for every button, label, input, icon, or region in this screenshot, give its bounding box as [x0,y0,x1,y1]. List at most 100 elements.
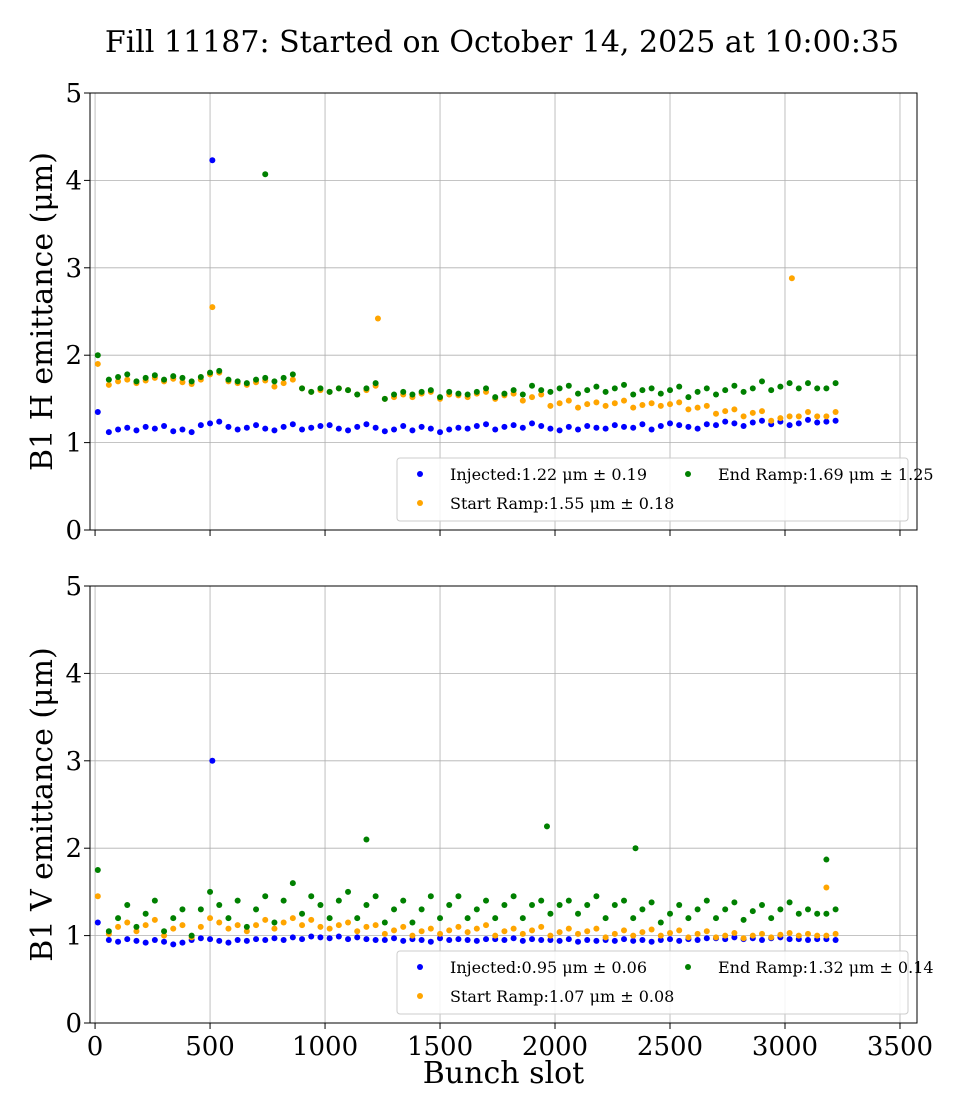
data-point [657,422,664,429]
data-point [565,936,572,943]
data-point [777,415,784,422]
data-point [115,923,122,930]
data-point [657,932,664,939]
data-point [832,906,839,913]
data-point [777,931,784,938]
legend-box [396,457,909,522]
data-point [584,387,591,394]
data-point [602,388,609,395]
y-tick-label: 2 [65,341,82,371]
data-point [703,935,710,942]
data-point [335,897,342,904]
data-point [584,422,591,429]
data-point [611,902,618,909]
data-point [483,897,490,904]
data-point [657,919,664,926]
data-point [94,360,101,367]
data-point [326,388,333,395]
data-point [712,934,719,941]
data-point [768,915,775,922]
data-point [446,936,453,943]
data-point [133,427,140,434]
data-point [694,404,701,411]
data-point [740,935,747,942]
data-point [271,427,278,434]
data-point [667,929,674,936]
data-point [731,382,738,389]
data-point [538,391,545,398]
data-point [207,369,214,376]
data-point [529,420,536,427]
data-point [758,378,765,385]
data-point [593,893,600,900]
data-point [234,378,241,385]
data-point [685,394,692,401]
data-point [372,424,379,431]
data-point [758,417,765,424]
data-point [374,315,381,322]
data-point [473,925,480,932]
data-point [575,930,582,937]
data-point [280,380,287,387]
data-point [556,427,563,434]
data-point [473,422,480,429]
data-point [639,421,646,428]
data-point [832,417,839,424]
y-axis-label: B1 V emittance (μm) [25,647,60,961]
data-point [501,936,508,943]
data-point [197,422,204,429]
data-point [317,902,324,909]
y-tick-label: 0 [65,1009,82,1039]
data-point [308,933,315,940]
data-point [547,402,554,409]
data-point [188,378,195,385]
data-point [299,385,306,392]
data-point [473,388,480,395]
data-point [400,897,407,904]
data-point [538,923,545,930]
data-point [832,380,839,387]
data-point [446,927,453,934]
y-tick-label: 0 [65,516,82,546]
data-point [473,906,480,913]
data-point [648,426,655,433]
data-point [768,934,775,941]
data-point [363,902,370,909]
y-axis-label: B1 H emittance (μm) [25,152,60,471]
data-point [455,424,462,431]
data-point [556,400,563,407]
legend-label: End Ramp:1.69 μm ± 1.25 [718,465,934,484]
legend-marker [417,500,423,506]
data-point [133,923,140,930]
data-point [372,922,379,929]
data-point [179,922,186,929]
data-point [354,423,361,430]
data-point [243,424,250,431]
data-point [510,935,517,942]
legend-label: Start Ramp:1.07 μm ± 0.08 [450,987,674,1006]
data-point [547,388,554,395]
data-point [676,383,683,390]
data-point [823,932,830,939]
data-point [786,380,793,387]
data-point [703,897,710,904]
data-point [804,416,811,423]
data-point [593,383,600,390]
data-point [179,379,186,386]
data-point [345,888,352,895]
data-point [381,428,388,435]
data-point [823,385,830,392]
data-point [621,381,628,388]
data-point [372,380,379,387]
data-point [630,915,637,922]
data-point [519,915,526,922]
data-point [676,927,683,934]
data-point [556,902,563,909]
legend-marker [417,993,423,999]
data-point [409,391,416,398]
data-point [391,906,398,913]
data-point [179,939,186,946]
data-point [335,425,342,432]
data-point [161,938,168,945]
